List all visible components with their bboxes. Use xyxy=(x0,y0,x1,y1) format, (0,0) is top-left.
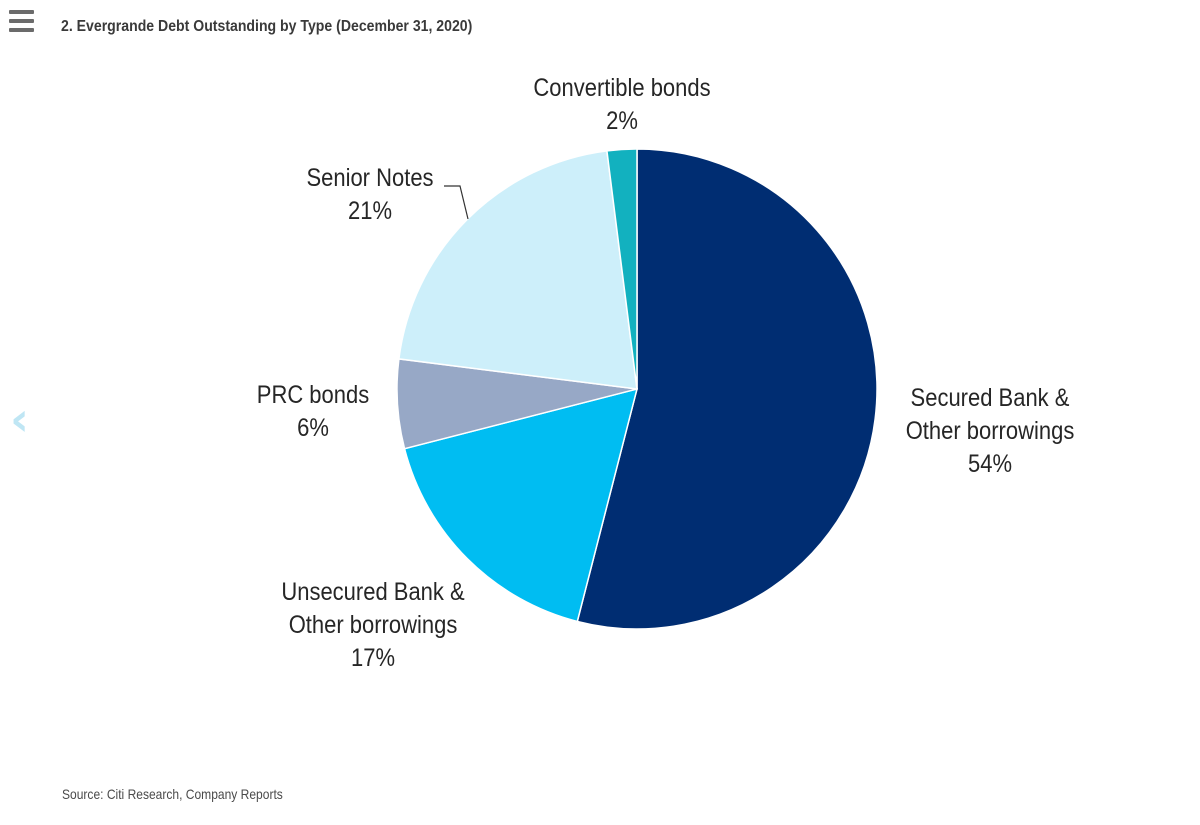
slice-percent: 6% xyxy=(297,414,329,442)
slice-percent: 17% xyxy=(351,644,395,672)
slice-label-line: Other borrowings xyxy=(289,611,458,639)
menu-bar xyxy=(9,19,34,23)
menu-bar xyxy=(9,28,34,32)
source-note: Source: Citi Research, Company Reports xyxy=(62,786,283,802)
slice-percent: 2% xyxy=(606,107,638,135)
slice-label-line: Unsecured Bank & xyxy=(281,578,465,606)
pie-slice-convertible-bonds xyxy=(606,148,638,390)
chart-title: 2. Evergrande Debt Outstanding by Type (… xyxy=(61,18,473,35)
pie-slice-unsecured-bank xyxy=(403,387,639,623)
slice-label-convertible-bonds: Convertible bonds 2% xyxy=(533,74,710,135)
slice-label-prc-bonds: PRC bonds 6% xyxy=(257,381,369,442)
slice-label-senior-notes: Senior Notes 21% xyxy=(306,164,433,225)
leader-line-senior-notes xyxy=(444,185,469,220)
slice-label-secured-bank: Secured Bank & Other borrowings 54% xyxy=(906,384,1075,478)
pie-slice-senior-notes xyxy=(398,150,638,390)
hamburger-menu-icon[interactable] xyxy=(9,8,34,34)
slice-label-line: Convertible bonds xyxy=(533,74,710,102)
slice-percent: 54% xyxy=(968,450,1012,478)
slice-label-unsecured-bank: Unsecured Bank & Other borrowings 17% xyxy=(281,578,465,672)
slice-percent: 21% xyxy=(348,197,392,225)
slice-label-line: Senior Notes xyxy=(306,164,433,192)
slice-label-line: PRC bonds xyxy=(257,381,369,409)
pie-slice-secured-bank xyxy=(576,148,878,630)
chevron-left-icon[interactable]: ‹ xyxy=(10,392,29,446)
slice-label-line: Secured Bank & xyxy=(911,384,1070,412)
slice-label-line: Other borrowings xyxy=(906,417,1075,445)
menu-bar xyxy=(9,10,34,14)
